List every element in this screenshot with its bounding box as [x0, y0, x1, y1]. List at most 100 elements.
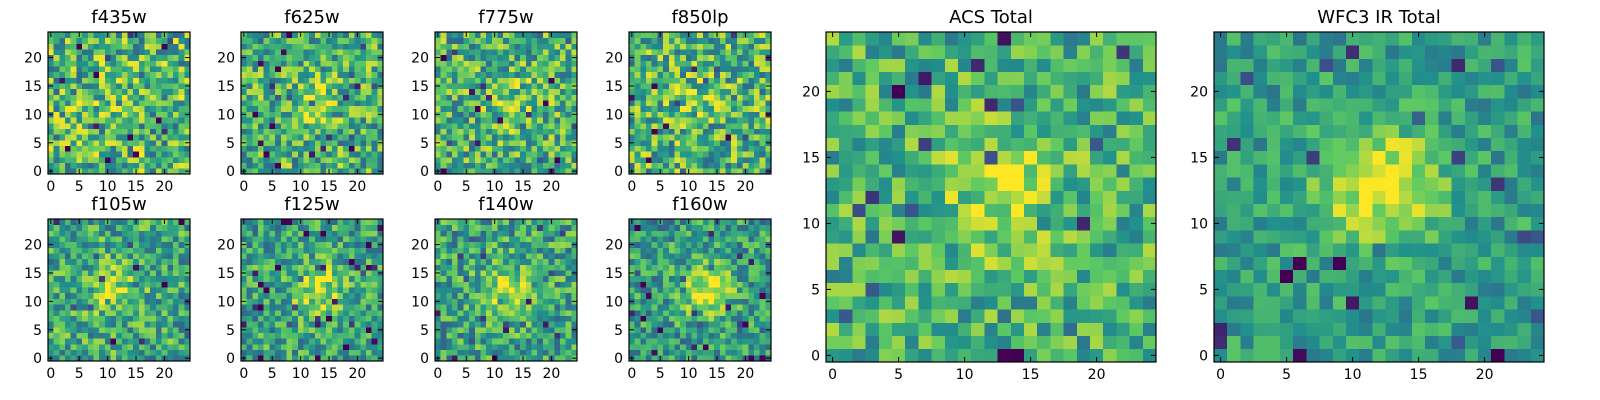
heatmap-cell — [246, 236, 253, 243]
heatmap-cell — [440, 60, 447, 67]
heatmap-cell — [269, 139, 276, 146]
heatmap-cell — [360, 111, 367, 118]
heatmap-cell — [292, 122, 299, 129]
heatmap-cell — [440, 219, 447, 226]
heatmap-cell — [241, 275, 248, 282]
heatmap-cell — [537, 43, 544, 50]
heatmap-cell — [87, 100, 94, 107]
heatmap-cell — [629, 88, 636, 95]
heatmap-cell — [133, 241, 140, 248]
heatmap-cell — [651, 83, 658, 90]
heatmap-cell — [48, 332, 55, 339]
heatmap-cell — [548, 139, 555, 146]
heatmap-cell — [48, 315, 55, 322]
heatmap-cell — [360, 71, 367, 78]
heatmap-cell — [377, 49, 384, 56]
y-tick-label: 10 — [605, 107, 623, 123]
heatmap-cell — [537, 326, 544, 333]
heatmap-cell — [309, 168, 316, 175]
heatmap-cell — [133, 122, 140, 129]
heatmap-cell — [651, 343, 658, 351]
heatmap-cell — [138, 105, 145, 112]
heatmap-cell — [127, 270, 134, 277]
heatmap-cell — [53, 105, 60, 112]
heatmap-cell — [697, 298, 704, 305]
heatmap-cell — [469, 275, 476, 282]
heatmap-cell — [457, 54, 464, 61]
heatmap-cell — [320, 77, 327, 84]
heatmap-cell — [104, 134, 111, 141]
heatmap-cell — [178, 326, 185, 333]
heatmap-cell — [457, 162, 464, 169]
heatmap-cell — [87, 88, 94, 95]
heatmap-cell — [469, 156, 476, 164]
heatmap-cell — [280, 43, 287, 50]
heatmap-cell — [65, 332, 72, 339]
heatmap-cell — [657, 156, 664, 164]
heatmap-cell — [446, 298, 453, 305]
heatmap-cell — [668, 117, 675, 124]
heatmap-cell — [753, 298, 761, 305]
heatmap-cell — [474, 309, 481, 316]
heatmap-cell — [542, 281, 549, 288]
heatmap-cell — [469, 77, 476, 84]
heatmap-cell — [480, 281, 487, 288]
heatmap-cell — [377, 145, 384, 152]
heatmap-cell — [133, 134, 140, 141]
heatmap-cell — [525, 145, 532, 152]
heatmap-cell — [348, 128, 355, 135]
heatmap-cell — [269, 66, 276, 73]
heatmap-cell — [736, 326, 743, 333]
heatmap-cell — [360, 128, 367, 135]
heatmap-cell — [155, 338, 162, 345]
heatmap-cell — [241, 60, 248, 67]
heatmap-cell — [736, 66, 743, 73]
x-tick-label: 5 — [656, 179, 665, 195]
heatmap-cell — [469, 236, 476, 243]
heatmap-cell — [155, 326, 162, 333]
heatmap-cell — [280, 49, 287, 56]
heatmap-cell — [93, 60, 100, 67]
heatmap-cell — [463, 326, 470, 333]
heatmap-cell — [133, 332, 140, 339]
heatmap-cell — [457, 298, 464, 305]
heatmap-cell — [452, 321, 459, 328]
heatmap-cell — [719, 71, 726, 78]
heatmap-cell — [742, 332, 749, 339]
heatmap-cell — [554, 151, 561, 158]
heatmap-cell — [480, 83, 487, 90]
heatmap-cell — [708, 298, 715, 305]
heatmap-cell — [309, 326, 316, 333]
heatmap-cell — [440, 105, 447, 112]
heatmap-cell — [663, 281, 670, 288]
heatmap-cell — [486, 230, 493, 237]
heatmap-cell — [697, 37, 704, 44]
heatmap-cell — [121, 117, 128, 124]
heatmap-cell — [514, 224, 521, 231]
heatmap-cell — [646, 321, 653, 328]
heatmap-cell — [138, 43, 145, 50]
heatmap-cell — [246, 338, 253, 345]
heatmap-cell — [748, 139, 755, 146]
heatmap-cell — [150, 37, 157, 44]
heatmap-cell — [297, 309, 304, 316]
heatmap-cell — [542, 71, 549, 78]
heatmap-cell — [144, 32, 151, 39]
heatmap-cell — [365, 349, 373, 356]
heatmap-cell — [554, 168, 561, 175]
heatmap-cell — [440, 247, 447, 254]
heatmap-cell — [742, 321, 749, 328]
heatmap-cell — [348, 224, 355, 231]
heatmap-cell — [548, 151, 555, 158]
heatmap-cell — [314, 264, 321, 271]
heatmap-cell — [314, 71, 321, 78]
heatmap-cell — [167, 326, 174, 333]
heatmap-cell — [144, 134, 151, 141]
heatmap-cell — [314, 258, 321, 265]
heatmap-cell — [668, 304, 675, 311]
heatmap-cell — [354, 66, 361, 73]
heatmap-cell — [377, 122, 384, 129]
heatmap-cell — [292, 281, 299, 288]
heatmap-cell — [548, 88, 555, 95]
heatmap-cell — [554, 71, 561, 78]
